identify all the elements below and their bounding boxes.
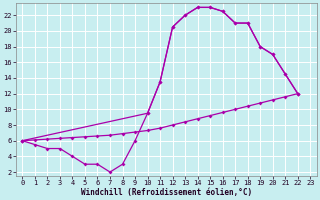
X-axis label: Windchill (Refroidissement éolien,°C): Windchill (Refroidissement éolien,°C) [81,188,252,197]
